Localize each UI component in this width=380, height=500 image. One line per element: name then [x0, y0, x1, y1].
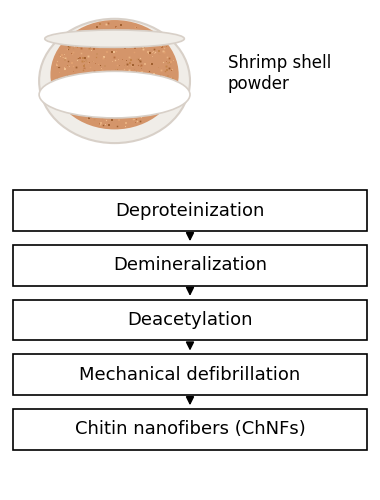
- Ellipse shape: [51, 20, 179, 130]
- FancyBboxPatch shape: [13, 190, 367, 231]
- Text: Shrimp shell
powder: Shrimp shell powder: [228, 54, 331, 93]
- FancyBboxPatch shape: [13, 245, 367, 286]
- Text: Demineralization: Demineralization: [113, 256, 267, 274]
- Ellipse shape: [39, 19, 190, 143]
- Text: Chitin nanofibers (ChNFs): Chitin nanofibers (ChNFs): [74, 420, 306, 438]
- Text: Deacetylation: Deacetylation: [127, 311, 253, 329]
- Text: Mechanical defibrillation: Mechanical defibrillation: [79, 366, 301, 384]
- FancyBboxPatch shape: [13, 354, 367, 395]
- FancyBboxPatch shape: [13, 409, 367, 450]
- Ellipse shape: [45, 30, 184, 48]
- FancyBboxPatch shape: [13, 300, 367, 341]
- Ellipse shape: [39, 72, 190, 118]
- Text: Deproteinization: Deproteinization: [115, 202, 265, 220]
